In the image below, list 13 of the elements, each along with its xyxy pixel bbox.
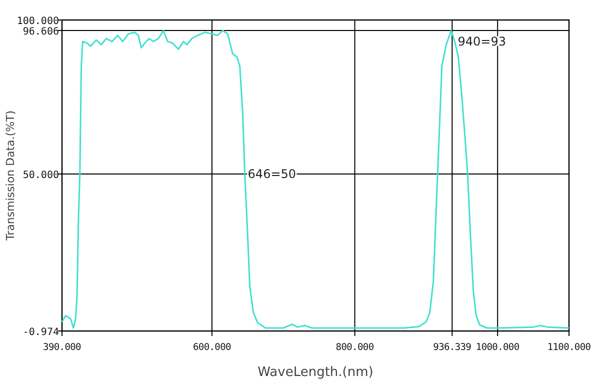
line-series (61, 30, 570, 329)
x-tick-label: 1000.000 (476, 342, 520, 353)
x-tick-label: 600.000 (192, 342, 232, 353)
x-tick-label: 390.000 (43, 342, 82, 353)
y-tick-label: 100.000 (16, 16, 59, 27)
x-axis-title: WaveLength.(nm) (258, 365, 374, 380)
y-tick-label: 96.606 (22, 26, 59, 38)
y-axis-title: Transmission Data.(%T) (4, 110, 17, 242)
x-tick-label: 800.000 (336, 342, 374, 353)
y-tick-label: -0.974 (22, 327, 59, 338)
x-tick-label: 1100.000 (547, 342, 592, 353)
x-tick-label: 936.339 (433, 342, 472, 353)
y-tick-label: 50.000 (22, 170, 59, 181)
